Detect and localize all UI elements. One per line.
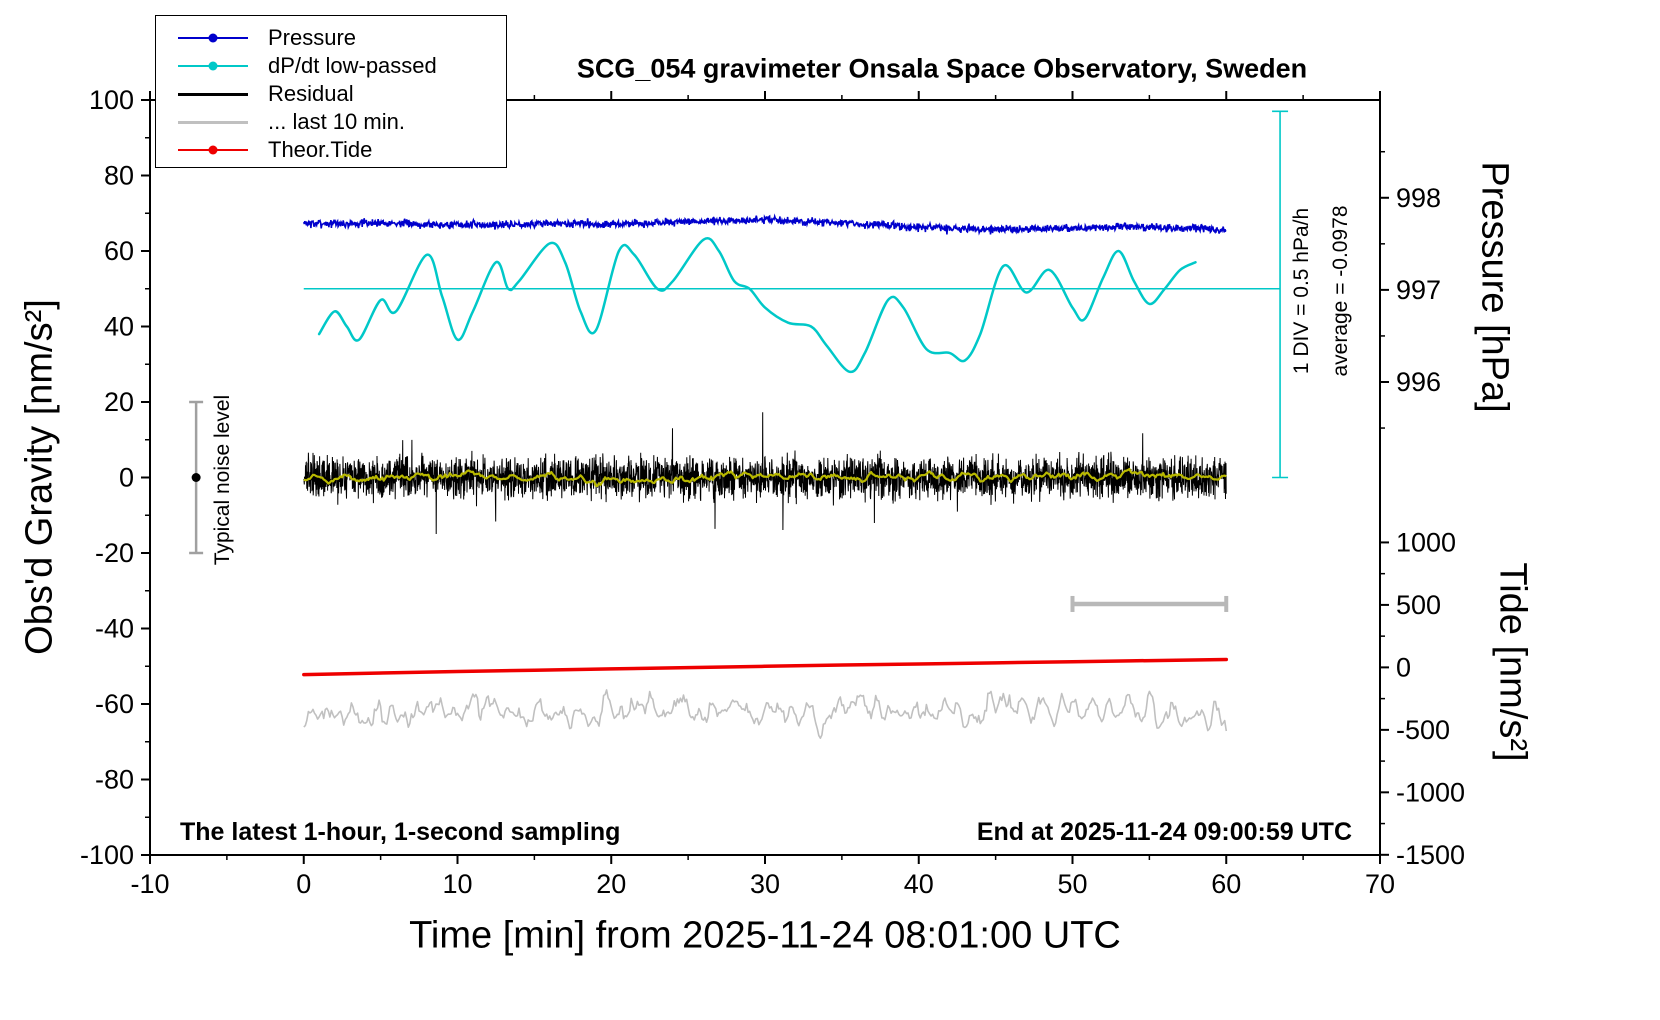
pressure-axis-label: Pressure [hPa] bbox=[1473, 161, 1516, 413]
series-residual_lowpassed bbox=[303, 467, 1227, 488]
tide-tick-label: 1000 bbox=[1396, 527, 1456, 557]
legend-item: Theor.Tide bbox=[156, 136, 506, 164]
pressure-tick-label: 996 bbox=[1396, 367, 1441, 397]
legend-line-sample bbox=[178, 59, 248, 73]
legend-label: Pressure bbox=[268, 25, 357, 50]
x-tick-label: 10 bbox=[442, 869, 472, 899]
x-tick-label: 30 bbox=[750, 869, 780, 899]
y-tick-label: -40 bbox=[95, 614, 134, 644]
series-last_10_min bbox=[303, 689, 1228, 740]
legend-line-sample bbox=[178, 31, 248, 45]
series-dpdt_lowpassed bbox=[317, 237, 1197, 374]
noise-level-dot bbox=[191, 473, 201, 482]
tide-tick-label: 500 bbox=[1396, 590, 1441, 620]
legend-line-sample bbox=[178, 115, 248, 129]
legend-marker-dot bbox=[208, 145, 218, 155]
series-theor_tide bbox=[302, 657, 1229, 677]
y-tick-label: -80 bbox=[95, 765, 134, 795]
y-tick-label: -100 bbox=[80, 840, 134, 870]
x-axis-label: Time [min] from 2025-11-24 08:01:00 UTC bbox=[409, 914, 1121, 957]
legend-label: dP/dt low-passed bbox=[268, 53, 437, 78]
tide-tick-label: -1000 bbox=[1396, 777, 1465, 807]
y-tick-label: 80 bbox=[104, 161, 134, 191]
y-tick-label: 40 bbox=[104, 312, 134, 342]
tide-tick-label: -1500 bbox=[1396, 840, 1465, 870]
pressure-tick-label: 997 bbox=[1396, 275, 1441, 305]
series-pressure bbox=[303, 213, 1227, 236]
legend-line-sample bbox=[178, 87, 248, 101]
tide-tick-label: 0 bbox=[1396, 652, 1411, 682]
series-residual bbox=[303, 412, 1227, 535]
x-tick-label: 70 bbox=[1365, 869, 1395, 899]
y-tick-label: 100 bbox=[89, 85, 134, 115]
average-annotation: average = -0.0978 bbox=[1329, 205, 1352, 377]
pressure-tick-label: 998 bbox=[1396, 183, 1441, 213]
noise-level-annotation: Typical noise level bbox=[211, 394, 234, 566]
legend-label: Theor.Tide bbox=[268, 137, 373, 162]
legend-item: dP/dt low-passed bbox=[156, 52, 506, 80]
y-tick-label: -20 bbox=[95, 538, 134, 568]
y-axis-label: Obs'd Gravity [nm/s²] bbox=[18, 299, 61, 655]
y-tick-label: 20 bbox=[104, 387, 134, 417]
x-tick-label: 40 bbox=[904, 869, 934, 899]
x-tick-label: 60 bbox=[1211, 869, 1241, 899]
x-tick-label: 50 bbox=[1057, 869, 1087, 899]
chart-title: SCG_054 gravimeter Onsala Space Observat… bbox=[576, 53, 1308, 84]
tide-axis-label: Tide [nm/s²] bbox=[1491, 562, 1534, 762]
sampling-note: The latest 1-hour, 1-second sampling bbox=[180, 818, 621, 846]
legend-item: Pressure bbox=[156, 24, 506, 52]
x-tick-label: 0 bbox=[296, 869, 311, 899]
legend-item: ... last 10 min. bbox=[156, 108, 506, 136]
legend-label: Residual bbox=[268, 81, 354, 106]
tide-tick-label: -500 bbox=[1396, 715, 1450, 745]
y-tick-label: 0 bbox=[119, 463, 134, 493]
legend-line-sample bbox=[178, 143, 248, 157]
x-tick-label: -10 bbox=[130, 869, 169, 899]
end-time-note: End at 2025-11-24 09:00:59 UTC bbox=[976, 818, 1352, 846]
legend-marker-dot bbox=[208, 61, 218, 71]
legend-marker-dot bbox=[208, 33, 218, 43]
legend: Pressure dP/dt low-passed Residual ... last… bbox=[155, 15, 507, 168]
y-tick-label: 60 bbox=[104, 236, 134, 266]
legend-label: ... last 10 min. bbox=[268, 109, 405, 134]
x-tick-label: 20 bbox=[596, 869, 626, 899]
legend-item: Residual bbox=[156, 80, 506, 108]
y-tick-label: -60 bbox=[95, 689, 134, 719]
div-scale-annotation: 1 DIV = 0.5 hPa/h bbox=[1290, 207, 1313, 375]
